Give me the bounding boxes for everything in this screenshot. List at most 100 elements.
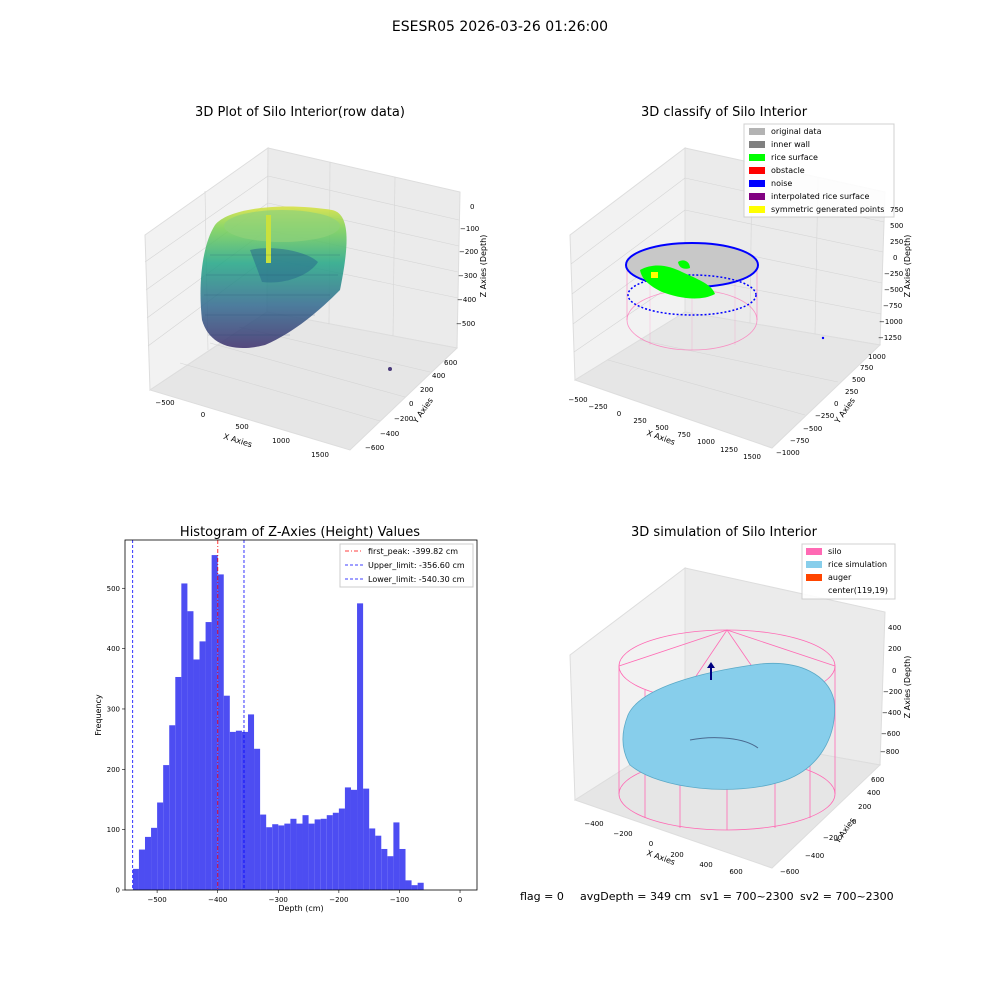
legend-swatch-interpolated-rice-surface: [749, 193, 765, 200]
classify-3d-zlabel: Z Axies (Depth): [903, 235, 912, 298]
histogram-x-tick-label: −200: [329, 896, 348, 904]
raw-3d-y-tick: −400: [380, 430, 399, 438]
legend-swatch-auger: [806, 574, 822, 581]
histogram-y-tick-label: 400: [107, 645, 120, 653]
raw-3d-z-tick: 0: [470, 203, 474, 211]
classify-3d-y-tick: 0: [834, 400, 838, 408]
legend-swatch-inner-wall: [749, 141, 765, 148]
raw-3d-ylabel: Y Axies: [410, 396, 435, 426]
legend-swatch-original-data: [749, 128, 765, 135]
classify-3d-x-ticks: −500 −250 0 250 500 750 1000 1250 1500: [568, 396, 761, 461]
footer-sv2: sv2 = 700~2300: [800, 890, 894, 903]
legend-label-noise: noise: [771, 179, 792, 188]
histogram-bar: [157, 802, 164, 890]
raw-3d-z-tick: −100: [460, 225, 479, 233]
histogram-x-tick-label: −100: [390, 896, 409, 904]
histogram-bar: [266, 827, 273, 890]
raw-3d-y-tick: 400: [432, 372, 445, 380]
classify-3d-y-ticks: −1000 −750 −500 −250 0 250 500 750 1000: [776, 353, 886, 457]
raw-3d-x-ticks: −500 0 500 1000 1500: [155, 399, 329, 459]
histogram-y-ticks: 0 100 200 300 400 500: [107, 585, 125, 895]
histogram-title: Histogram of Z-Axies (Height) Values: [180, 525, 420, 540]
histogram-bar: [175, 676, 182, 890]
footer-sv1: sv1 = 700~2300: [700, 890, 794, 903]
classify-3d-z-tick: 750: [890, 206, 903, 214]
simulation-3d-x-tick: 200: [670, 851, 683, 859]
histogram-bar: [199, 641, 206, 890]
histogram-bar: [132, 868, 139, 890]
classify-3d-z-tick: −250: [884, 270, 903, 278]
histogram-xlabel: Depth (cm): [278, 904, 323, 913]
histogram-bar: [332, 812, 339, 890]
footer-status: flag = 0 avgDepth = 349 cm sv1 = 700~230…: [520, 890, 894, 903]
simulation-3d-zlabel: Z Axies (Depth): [903, 656, 912, 719]
figure-suptitle: ESESR05 2026-03-26 01:26:00: [392, 19, 608, 35]
histogram-y-tick-label: 0: [116, 887, 120, 895]
histogram-bar: [302, 815, 309, 890]
footer-flag: flag = 0: [520, 890, 564, 903]
legend-swatch-rice-surface: [749, 154, 765, 161]
raw-3d-x-tick: 1500: [311, 451, 329, 459]
subplot-simulation-3d: 3D simulation of Silo Interior: [569, 525, 912, 876]
classify-3d-point-cloud: [625, 242, 825, 351]
legend-label-obstacle: obstacle: [771, 166, 805, 175]
legend-label-center: center(119,19): [828, 586, 888, 595]
raw-3d-y-ticks: −600 −400 −200 0 200 400 600: [365, 359, 457, 452]
histogram-bar: [381, 848, 388, 890]
simulation-3d-z-tick: −600: [881, 730, 900, 738]
histogram-bar: [357, 603, 364, 890]
histogram-bar: [344, 787, 351, 890]
simulation-3d-y-ticks: −600 −400 −200 0 200 400 600: [780, 776, 884, 876]
raw-3d-title: 3D Plot of Silo Interior(row data): [195, 105, 405, 120]
histogram-x-tick-label: −400: [208, 896, 227, 904]
simulation-3d-z-tick: −400: [882, 709, 901, 717]
subplot-classify-3d: 3D classify of Silo Interior: [568, 105, 912, 461]
raw-3d-y-tick: 0: [409, 400, 413, 408]
simulation-3d-x-tick: −200: [613, 830, 632, 838]
simulation-3d-x-tick: 0: [649, 840, 653, 848]
raw-3d-y-tick: −600: [365, 444, 384, 452]
footer-avg-depth: avgDepth = 349 cm: [580, 890, 691, 903]
histogram-bar: [144, 836, 152, 890]
classify-3d-z-tick: 500: [890, 222, 903, 230]
classify-3d-x-tick: 1500: [743, 453, 761, 461]
simulation-3d-y-tick: −400: [805, 852, 824, 860]
histogram-bar: [308, 823, 315, 890]
classify-3d-y-tick: 500: [852, 376, 865, 384]
histogram-bar: [254, 748, 261, 890]
classify-3d-z-ticks: −1250 −1000 −750 −500 −250 0 250 500 750: [878, 206, 903, 342]
simulation-3d-title: 3D simulation of Silo Interior: [631, 525, 818, 540]
legend-swatch-obstacle: [749, 167, 765, 174]
raw-3d-x-tick: 0: [201, 411, 205, 419]
raw-3d-zlabel: Z Axies (Depth): [479, 235, 488, 298]
classify-3d-z-tick: −750: [883, 302, 902, 310]
histogram-bar: [272, 824, 279, 890]
subplot-histogram: Histogram of Z-Axies (Height) Values −50…: [94, 525, 478, 913]
simulation-3d-x-tick: 600: [729, 868, 742, 876]
histogram-ylabel: Frequency: [94, 694, 103, 736]
simulation-3d-y-tick: 200: [858, 803, 871, 811]
histogram-bar: [229, 731, 236, 890]
histogram-bar: [296, 823, 303, 890]
classify-3d-x-tick: 0: [617, 410, 621, 418]
simulation-3d-y-tick: 400: [867, 789, 880, 797]
histogram-bars: [132, 555, 424, 890]
raw-3d-y-tick: 600: [444, 359, 457, 367]
histogram-bar: [235, 730, 242, 890]
simulation-3d-x-tick: 400: [699, 861, 712, 869]
classify-3d-x-tick: 250: [633, 417, 646, 425]
histogram-bar: [411, 885, 418, 890]
histogram-bar: [217, 574, 224, 890]
simulation-3d-z-tick: −800: [880, 748, 899, 756]
histogram-bar: [290, 818, 297, 890]
raw-3d-z-tick: −500: [456, 320, 475, 328]
histogram-bar: [320, 818, 327, 890]
raw-3d-x-tick: 500: [235, 423, 248, 431]
legend-label-symmetric-generated-points: symmetric generated points: [771, 205, 884, 214]
raw-3d-z-tick: −200: [459, 248, 478, 256]
subplot-raw-3d: 3D Plot of Silo Interior(row data): [144, 105, 488, 459]
classify-3d-y-tick: −750: [790, 437, 809, 445]
histogram-bar: [181, 583, 188, 890]
simulation-3d-x-tick: −400: [584, 820, 603, 828]
